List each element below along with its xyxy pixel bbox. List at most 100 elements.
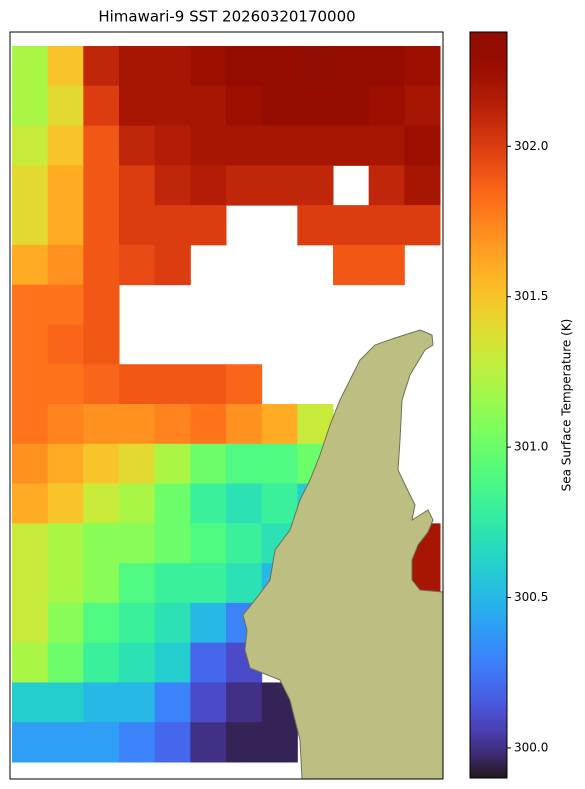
colorbar-tick-label: 301.5 xyxy=(514,289,548,303)
sst-cell xyxy=(47,125,84,166)
sst-cell xyxy=(83,324,120,365)
sst-cell xyxy=(47,244,84,286)
sst-cell xyxy=(47,205,84,246)
sst-cell xyxy=(154,205,191,246)
sst-cell xyxy=(12,443,49,485)
sst-cell xyxy=(154,563,191,604)
sst-cell xyxy=(404,46,441,87)
sst-cell xyxy=(154,642,191,683)
sst-cell xyxy=(190,46,227,87)
sst-cell xyxy=(190,364,227,405)
sst-cell xyxy=(154,443,191,485)
sst-cell xyxy=(83,642,120,683)
sst-cell xyxy=(190,722,227,763)
sst-cell xyxy=(83,284,120,325)
sst-cell xyxy=(12,165,49,206)
sst-cell xyxy=(154,364,191,405)
sst-grid xyxy=(12,46,441,763)
sst-cell xyxy=(190,404,227,445)
sst-cell xyxy=(12,85,49,127)
sst-cell xyxy=(226,682,263,723)
sst-cell xyxy=(119,85,156,127)
sst-cell xyxy=(154,46,191,87)
sst-cell xyxy=(368,205,405,246)
sst-cell xyxy=(47,443,84,485)
chart-title: Himawari-9 SST 20260320170000 xyxy=(98,8,355,26)
sst-cell xyxy=(83,364,120,405)
sst-cell xyxy=(83,602,120,644)
sst-cell xyxy=(261,722,298,763)
sst-cell xyxy=(404,165,441,206)
sst-cell xyxy=(83,404,120,445)
sst-cell xyxy=(83,682,120,723)
sst-cell xyxy=(333,46,370,87)
sst-cell xyxy=(83,244,120,286)
sst-cell xyxy=(261,165,298,206)
sst-cell xyxy=(47,563,84,604)
sst-cell xyxy=(12,125,49,166)
sst-cell xyxy=(12,404,49,445)
sst-cell xyxy=(119,165,156,206)
colorbar-tick-label: 301.0 xyxy=(514,440,548,454)
sst-cell xyxy=(190,563,227,604)
sst-cell xyxy=(47,404,84,445)
sst-cell xyxy=(83,125,120,166)
sst-cell xyxy=(226,563,263,604)
sst-cell xyxy=(154,523,191,564)
sst-cell xyxy=(226,523,263,564)
sst-cell xyxy=(297,205,334,246)
sst-cell xyxy=(154,85,191,127)
sst-cell xyxy=(154,125,191,166)
sst-cell xyxy=(333,85,370,127)
sst-cell xyxy=(12,46,49,87)
sst-cell xyxy=(83,523,120,564)
sst-cell xyxy=(47,165,84,206)
sst-cell xyxy=(404,85,441,127)
sst-cell xyxy=(12,602,49,644)
colorbar-tick-label: 300.5 xyxy=(514,590,548,604)
sst-cell xyxy=(368,125,405,166)
sst-cell xyxy=(47,602,84,644)
sst-cell xyxy=(47,722,84,763)
sst-cell xyxy=(154,682,191,723)
sst-cell xyxy=(226,483,263,524)
sst-cell xyxy=(83,443,120,485)
sst-cell xyxy=(333,244,370,286)
sst-cell xyxy=(154,404,191,445)
sst-cell xyxy=(47,483,84,524)
sst-cell xyxy=(12,523,49,564)
sst-cell xyxy=(12,205,49,246)
sst-cell xyxy=(297,125,334,166)
sst-cell xyxy=(119,682,156,723)
sst-cell xyxy=(226,85,263,127)
sst-cell xyxy=(83,205,120,246)
sst-cell xyxy=(190,642,227,683)
sst-cell xyxy=(83,165,120,206)
colorbar-tick-label: 302.0 xyxy=(514,139,548,153)
sst-cell xyxy=(154,244,191,286)
sst-cell xyxy=(190,205,227,246)
sst-cell xyxy=(368,46,405,87)
sst-cell xyxy=(119,642,156,683)
sst-cell xyxy=(226,165,263,206)
sst-cell xyxy=(119,364,156,405)
sst-cell xyxy=(368,85,405,127)
sst-cell xyxy=(83,85,120,127)
sst-cell xyxy=(261,483,298,524)
sst-cell xyxy=(261,404,298,445)
sst-cell xyxy=(12,483,49,524)
sst-cell xyxy=(190,483,227,524)
sst-cell xyxy=(368,244,405,286)
sst-cell xyxy=(119,523,156,564)
sst-cell xyxy=(261,443,298,485)
sst-cell xyxy=(154,722,191,763)
sst-cell xyxy=(333,205,370,246)
sst-cell xyxy=(119,443,156,485)
colorbar xyxy=(469,31,508,779)
sst-cell xyxy=(47,682,84,723)
sst-cell xyxy=(190,125,227,166)
colorbar-label: Sea Surface Temperature (K) xyxy=(560,319,574,492)
sst-cell xyxy=(83,46,120,87)
sst-cell xyxy=(404,205,441,246)
